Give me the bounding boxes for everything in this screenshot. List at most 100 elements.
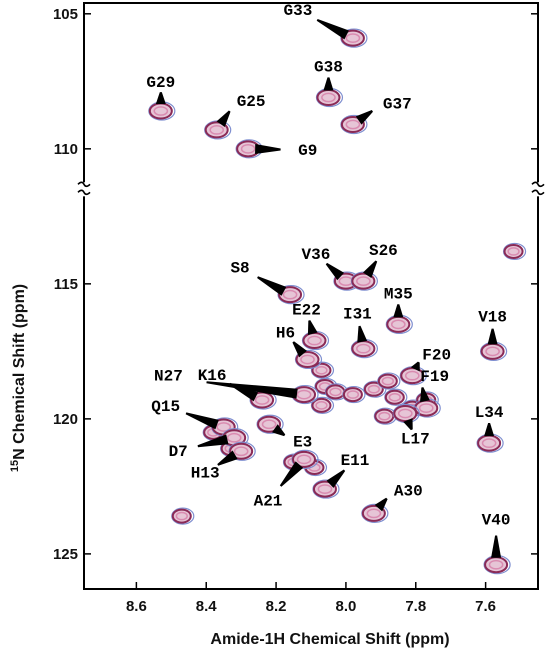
x-tick-label: 8.0 [335,598,356,615]
peak-label-text: D7 [169,443,188,461]
peak-label-arrow [355,110,373,125]
peak-contour [384,388,408,406]
peak-label-text: V36 [302,246,331,264]
peak-label-group: S26 [362,242,398,278]
peak-label-text: V18 [478,308,507,326]
peak-label-arrow [357,325,368,343]
peak-label-group: G29 [146,74,175,105]
peak-label-group: V40 [482,512,511,558]
peak-label-text: F19 [420,368,449,386]
peak-contour [483,555,511,575]
peak-label-arrow [217,450,238,466]
peak-contour [502,242,527,261]
peak-label-group: S8 [230,260,287,296]
peak-label-arrow [279,461,304,487]
peak-contour [392,403,420,424]
peak-label-arrow [185,412,219,430]
y-tick-label: 120 [53,411,78,428]
peak-label-group: K16 [198,367,259,402]
peak-contour [228,441,256,461]
peak-label-group: V36 [302,246,345,281]
peak-label-arrow [197,434,229,448]
peak-label-group: L17 [401,418,430,448]
peak-label-group: L34 [475,404,504,437]
peaks-layer [148,28,527,575]
peak-label-group: G38 [314,59,343,91]
peak-contour [373,407,397,425]
peak-label-text: A21 [254,492,283,510]
peak-contour [315,87,344,108]
plot-border [83,2,539,590]
y-axis-title-superscript: 15 [9,460,21,472]
peak-label-arrow [487,328,498,345]
y-tick-label: 115 [54,276,78,293]
peak-contour [301,330,330,351]
peak-contour [256,414,284,434]
peak-contour [361,503,389,523]
y-tick-label: 110 [54,141,78,158]
peak-label-group: E3 [271,424,312,451]
peak-label-group: E11 [326,452,370,488]
peak-contour [413,398,441,418]
peak-contour [385,314,413,334]
peak-contour [399,366,427,386]
peak-label-arrow [307,320,318,336]
peak-label-text: G38 [314,59,343,77]
peak-label-text: G29 [146,74,175,92]
peak-label-group: H13 [191,450,238,482]
peak-label-arrow [403,418,413,431]
peak-label-arrow [362,260,378,278]
peak-label-group: A21 [254,461,304,510]
peak-label-text: L34 [475,404,504,422]
peak-label-arrow [257,276,287,296]
peak-label-text: E11 [341,452,370,470]
peak-label-text: Q15 [151,398,180,416]
y-tick-label: 105 [53,6,78,23]
peak-label-group: G37 [355,96,412,125]
peak-label-text: G25 [237,93,266,111]
peak-label-arrow [155,92,166,105]
peak-label-arrow [491,535,502,558]
peak-label-text: M35 [384,285,413,303]
peak-contour [277,285,305,305]
peak-label-group: G25 [216,93,266,127]
peak-label-group: E22 [292,302,321,336]
peak-contour [350,271,378,291]
peak-contour [310,396,335,414]
peak-label-text: E22 [292,302,321,320]
peak-label-group: H6 [276,324,307,358]
x-tick-label: 7.6 [475,598,496,615]
peak-label-text: V40 [482,512,511,530]
peak-contour [249,390,277,410]
x-tick-label: 7.8 [405,598,426,615]
peak-contour [312,479,340,499]
peak-label-text: H13 [191,464,220,482]
peak-contour [294,349,323,370]
peak-contour [476,433,504,453]
peak-label-group: F19 [420,368,449,403]
peak-label-arrow [325,262,345,281]
y-axis-title-rest: N Chemical Shift (ppm) [11,284,28,460]
peak-label-text: L17 [401,430,430,448]
axis-ticks-layer: 8.6 8.4 8.2 8.0 7.8 7.6 105 110 115 120 125 [53,6,538,615]
peak-label-text: G9 [298,142,317,160]
peak-label-arrow [255,143,281,154]
peak-contour [171,507,195,525]
peak-contour [363,380,387,398]
peak-contour [350,339,378,359]
peak-label-group: D7 [169,434,229,461]
axis-break-mark-right [531,181,545,196]
peak-label-text: F20 [422,347,451,365]
peak-contour [148,101,176,121]
peak-label-group: F20 [410,347,451,372]
peak-label-arrow [410,361,420,372]
peak-label-text: K16 [198,367,227,385]
peak-label-arrow [216,110,231,127]
peak-label-group: N27 [154,368,298,399]
peak-label-arrow [326,469,346,488]
peak-label-text: S8 [230,260,249,278]
y-axis-title: 15N Chemical Shift (ppm) [9,284,28,472]
peak-contour [480,341,508,361]
peak-contour [342,385,366,404]
peak-label-text: I31 [343,306,372,324]
